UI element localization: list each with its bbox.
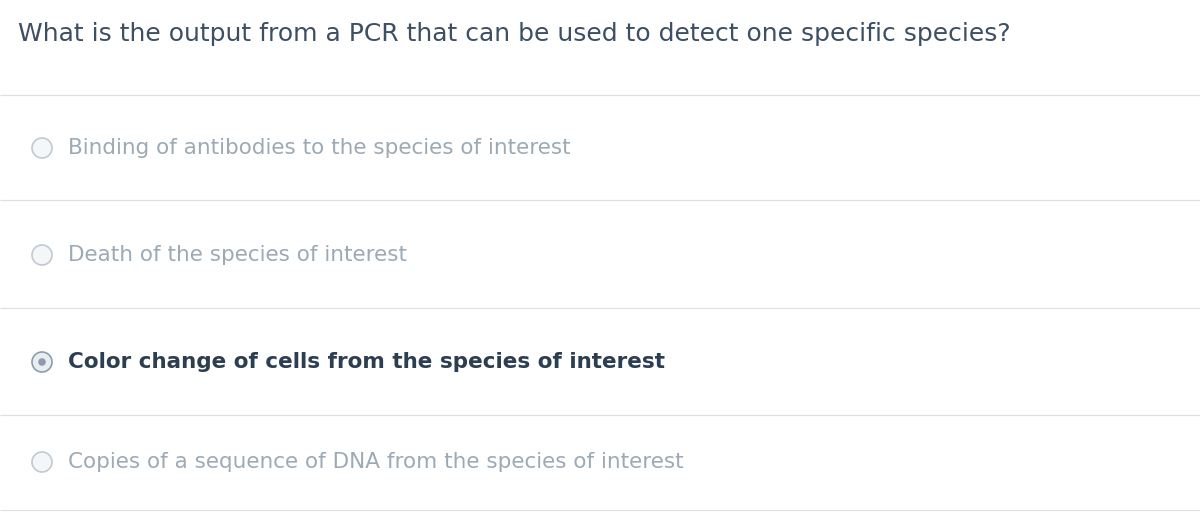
Circle shape — [32, 352, 52, 372]
Circle shape — [32, 138, 52, 158]
Text: Copies of a sequence of DNA from the species of interest: Copies of a sequence of DNA from the spe… — [68, 452, 684, 472]
Circle shape — [32, 245, 52, 265]
Circle shape — [32, 452, 52, 472]
Text: What is the output from a PCR that can be used to detect one specific species?: What is the output from a PCR that can b… — [18, 22, 1010, 46]
Text: Color change of cells from the species of interest: Color change of cells from the species o… — [68, 352, 665, 372]
Text: Death of the species of interest: Death of the species of interest — [68, 245, 407, 265]
Circle shape — [38, 358, 46, 366]
Text: Binding of antibodies to the species of interest: Binding of antibodies to the species of … — [68, 138, 571, 158]
